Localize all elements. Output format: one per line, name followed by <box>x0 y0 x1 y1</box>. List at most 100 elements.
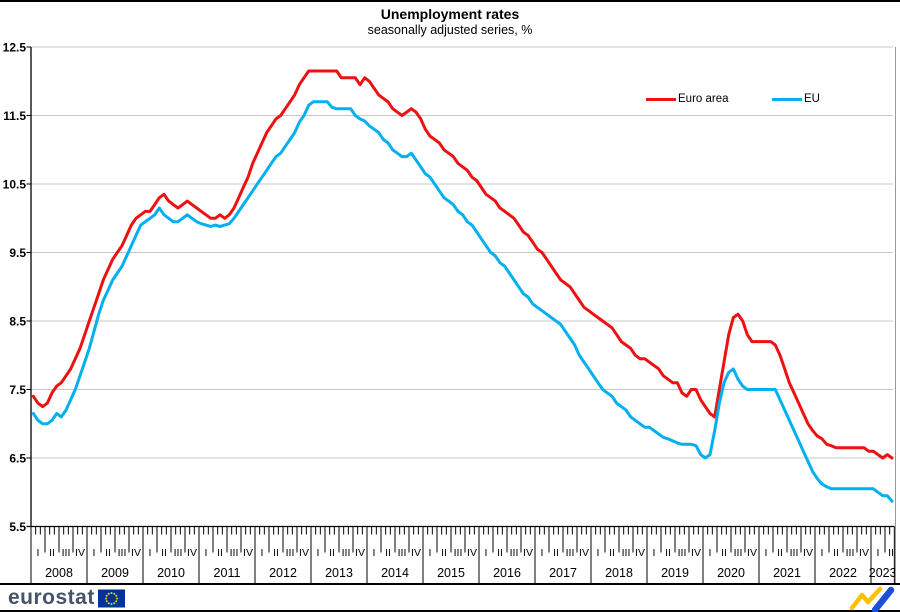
svg-text:I: I <box>205 547 208 559</box>
svg-text:I: I <box>765 547 768 559</box>
svg-text:III: III <box>566 547 575 559</box>
eu-flag-icon <box>97 589 125 608</box>
svg-text:II: II <box>161 547 167 559</box>
svg-text:2010: 2010 <box>157 566 185 580</box>
svg-text:II: II <box>721 547 727 559</box>
svg-text:II: II <box>665 547 671 559</box>
page-subtitle: seasonally adjusted series, % <box>367 23 533 37</box>
svg-text:I: I <box>317 547 320 559</box>
legend-item-euro-area: Euro area <box>646 93 729 105</box>
gridlines <box>31 46 893 459</box>
svg-text:5.5: 5.5 <box>9 520 26 534</box>
svg-text:IV: IV <box>803 547 813 559</box>
svg-text:I: I <box>149 547 152 559</box>
svg-text:I: I <box>541 547 544 559</box>
legend-label-eu: EU <box>804 93 820 105</box>
svg-text:II: II <box>833 547 839 559</box>
svg-text:III: III <box>790 547 799 559</box>
svg-text:III: III <box>174 547 183 559</box>
svg-text:10.5: 10.5 <box>3 178 27 192</box>
svg-text:2013: 2013 <box>325 566 353 580</box>
svg-text:IV: IV <box>579 547 589 559</box>
svg-text:11.5: 11.5 <box>3 109 26 123</box>
svg-text:2015: 2015 <box>437 566 465 580</box>
svg-text:III: III <box>734 547 743 559</box>
footer-bar: eurostat <box>0 583 900 612</box>
svg-text:III: III <box>398 547 407 559</box>
svg-text:IV: IV <box>75 547 85 559</box>
svg-text:I: I <box>37 547 40 559</box>
svg-text:IV: IV <box>635 547 645 559</box>
svg-text:II: II <box>273 547 279 559</box>
svg-text:I: I <box>877 547 880 559</box>
svg-text:2011: 2011 <box>214 566 241 580</box>
svg-text:II: II <box>49 547 55 559</box>
svg-text:I: I <box>373 547 376 559</box>
svg-text:6.5: 6.5 <box>9 452 26 466</box>
legend-item-eu: EU <box>772 93 820 105</box>
svg-text:II: II <box>888 547 894 559</box>
svg-text:2021: 2021 <box>773 566 801 580</box>
svg-text:2023: 2023 <box>869 566 897 580</box>
svg-text:IV: IV <box>859 547 869 559</box>
svg-text:8.5: 8.5 <box>9 315 26 329</box>
svg-text:7.5: 7.5 <box>9 383 26 397</box>
y-axis: 5.5 6.5 7.5 8.5 9.5 10.5 11.5 12.5 <box>3 41 32 534</box>
svg-text:III: III <box>510 547 519 559</box>
svg-text:II: II <box>777 547 783 559</box>
svg-text:12.5: 12.5 <box>3 41 27 55</box>
svg-text:IV: IV <box>467 547 477 559</box>
svg-text:2012: 2012 <box>269 566 297 580</box>
svg-text:IV: IV <box>411 547 421 559</box>
svg-text:III: III <box>118 547 127 559</box>
svg-text:II: II <box>385 547 391 559</box>
line-chart-logo-icon <box>849 586 895 612</box>
svg-text:IV: IV <box>523 547 533 559</box>
svg-text:II: II <box>105 547 111 559</box>
svg-text:I: I <box>821 547 824 559</box>
svg-text:III: III <box>622 547 631 559</box>
svg-text:III: III <box>678 547 687 559</box>
svg-text:2017: 2017 <box>549 566 577 580</box>
svg-text:9.5: 9.5 <box>9 246 26 260</box>
page-title: Unemployment rates <box>380 6 520 22</box>
eurostat-wordmark: eurostat <box>8 585 95 609</box>
svg-text:2016: 2016 <box>493 566 521 580</box>
svg-text:IV: IV <box>131 547 141 559</box>
svg-text:IV: IV <box>243 547 253 559</box>
svg-text:III: III <box>286 547 295 559</box>
top-rule <box>0 0 900 2</box>
svg-text:IV: IV <box>355 547 365 559</box>
svg-text:II: II <box>217 547 223 559</box>
svg-text:2008: 2008 <box>45 566 73 580</box>
svg-text:IV: IV <box>747 547 757 559</box>
euro-area-line-swatch <box>646 97 676 101</box>
svg-text:III: III <box>454 547 463 559</box>
svg-text:III: III <box>846 547 855 559</box>
svg-text:II: II <box>329 547 335 559</box>
svg-text:I: I <box>653 547 656 559</box>
svg-text:I: I <box>709 547 712 559</box>
svg-text:III: III <box>62 547 71 559</box>
svg-text:I: I <box>429 547 432 559</box>
eu-line-swatch <box>772 97 802 101</box>
legend-label-euro-area: Euro area <box>678 93 729 105</box>
svg-text:I: I <box>261 547 264 559</box>
svg-text:2009: 2009 <box>101 566 129 580</box>
svg-text:III: III <box>342 547 351 559</box>
svg-text:2014: 2014 <box>381 566 409 580</box>
svg-text:I: I <box>597 547 600 559</box>
svg-text:I: I <box>93 547 96 559</box>
svg-text:2019: 2019 <box>661 566 689 580</box>
svg-text:III: III <box>230 547 239 559</box>
svg-text:II: II <box>609 547 615 559</box>
svg-text:II: II <box>553 547 559 559</box>
svg-text:2018: 2018 <box>605 566 633 580</box>
eu-line <box>31 100 894 503</box>
svg-text:IV: IV <box>299 547 309 559</box>
svg-text:IV: IV <box>691 547 701 559</box>
svg-text:II: II <box>441 547 447 559</box>
svg-text:2020: 2020 <box>717 566 745 580</box>
